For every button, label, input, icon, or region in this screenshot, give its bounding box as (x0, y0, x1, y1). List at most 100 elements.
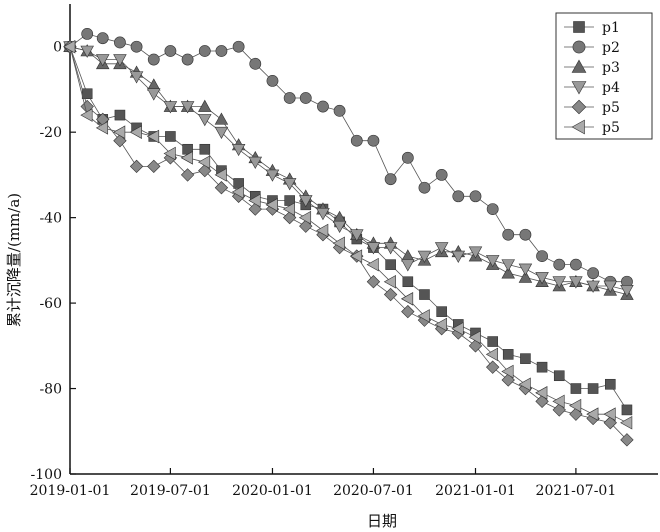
data-point (518, 270, 533, 283)
legend-label: p2 (602, 40, 620, 56)
y-tick-label: -20 (39, 125, 62, 141)
data-point (502, 228, 515, 241)
data-point (298, 210, 312, 225)
data-point (113, 125, 126, 139)
data-point (436, 306, 447, 317)
x-tick-label: 2020-07-01 (333, 483, 414, 499)
data-point (487, 336, 498, 347)
data-point (451, 250, 466, 263)
legend-label: p3 (602, 60, 620, 76)
x-tick-label: 2020-01-01 (232, 483, 313, 499)
data-point (231, 185, 244, 199)
data-point (586, 407, 599, 421)
series-line (69, 46, 628, 441)
y-tick-label: -60 (39, 296, 62, 312)
data-point (451, 321, 464, 336)
data-point (95, 54, 110, 67)
data-point (198, 45, 211, 57)
x-tick-label: 2021-01-01 (435, 483, 516, 499)
data-point (383, 274, 396, 289)
data-point (401, 151, 414, 164)
data-point (366, 275, 381, 289)
data-point (129, 125, 142, 139)
axes (69, 4, 658, 475)
data-point (552, 276, 567, 289)
data-point (535, 272, 549, 285)
data-point (63, 39, 76, 54)
data-point (282, 178, 297, 191)
data-point (231, 143, 246, 157)
data-point (383, 242, 398, 255)
data-point (180, 168, 195, 182)
y-tick-label: 0 (53, 40, 62, 56)
data-point (384, 173, 397, 186)
data-point (501, 373, 515, 387)
data-point (502, 349, 514, 360)
series-line (69, 46, 627, 295)
data-point (198, 99, 212, 112)
data-point (316, 223, 329, 238)
legend-label: p5 (602, 120, 620, 136)
data-point (586, 280, 600, 293)
data-point (164, 45, 177, 57)
data-point (333, 104, 346, 117)
data-point (265, 198, 278, 212)
data-point (181, 53, 194, 66)
data-point (536, 361, 548, 373)
data-point (316, 208, 330, 221)
data-point (332, 236, 345, 251)
y-tick-label: -100 (31, 467, 62, 483)
legend-entry: p5 (564, 119, 620, 136)
data-point (587, 267, 599, 280)
y-axis-ticks: 0 -20 -40 -60 -80 -100 (31, 40, 76, 483)
data-point (485, 347, 498, 362)
data-point (163, 146, 176, 161)
data-point (163, 101, 178, 114)
legend-label: p5 (602, 100, 620, 116)
data-point (400, 292, 414, 306)
data-point (536, 250, 548, 262)
series-p1-0 (64, 41, 633, 416)
data-point (249, 57, 262, 70)
data-point (214, 126, 229, 140)
x-axis-title: 日期 (367, 512, 397, 530)
data-point (587, 383, 599, 394)
data-point (552, 394, 565, 409)
data-point (553, 258, 566, 271)
data-point (553, 370, 565, 382)
data-point (197, 155, 211, 169)
data-point (165, 131, 176, 142)
y-axis-title: 累计沉降量/(mm/a) (5, 193, 23, 327)
series-line (69, 46, 628, 411)
y-tick-label: -40 (39, 211, 62, 227)
data-point (469, 190, 482, 203)
data-point (198, 114, 212, 127)
data-point (214, 181, 229, 195)
data-point (434, 317, 447, 332)
data-point (417, 250, 432, 263)
x-tick-label: 2019-07-01 (130, 483, 211, 499)
data-point (435, 169, 448, 181)
legend-marker (572, 40, 586, 54)
data-point (620, 415, 633, 430)
data-point (199, 143, 211, 155)
data-point (366, 242, 381, 255)
data-point (385, 259, 396, 270)
data-point (621, 404, 633, 416)
data-point (383, 287, 398, 302)
data-point (603, 407, 616, 421)
data-point (95, 121, 109, 135)
data-point (518, 263, 533, 276)
data-point (180, 151, 193, 165)
data-point (350, 229, 364, 242)
data-point (468, 246, 483, 259)
data-point (570, 258, 582, 271)
data-point (569, 276, 583, 289)
data-point (248, 156, 263, 169)
data-point (114, 36, 126, 49)
data-point (418, 181, 431, 194)
data-point (350, 134, 363, 147)
series-p4-3 (63, 41, 634, 298)
data-point (349, 249, 363, 263)
data-point (214, 112, 229, 125)
